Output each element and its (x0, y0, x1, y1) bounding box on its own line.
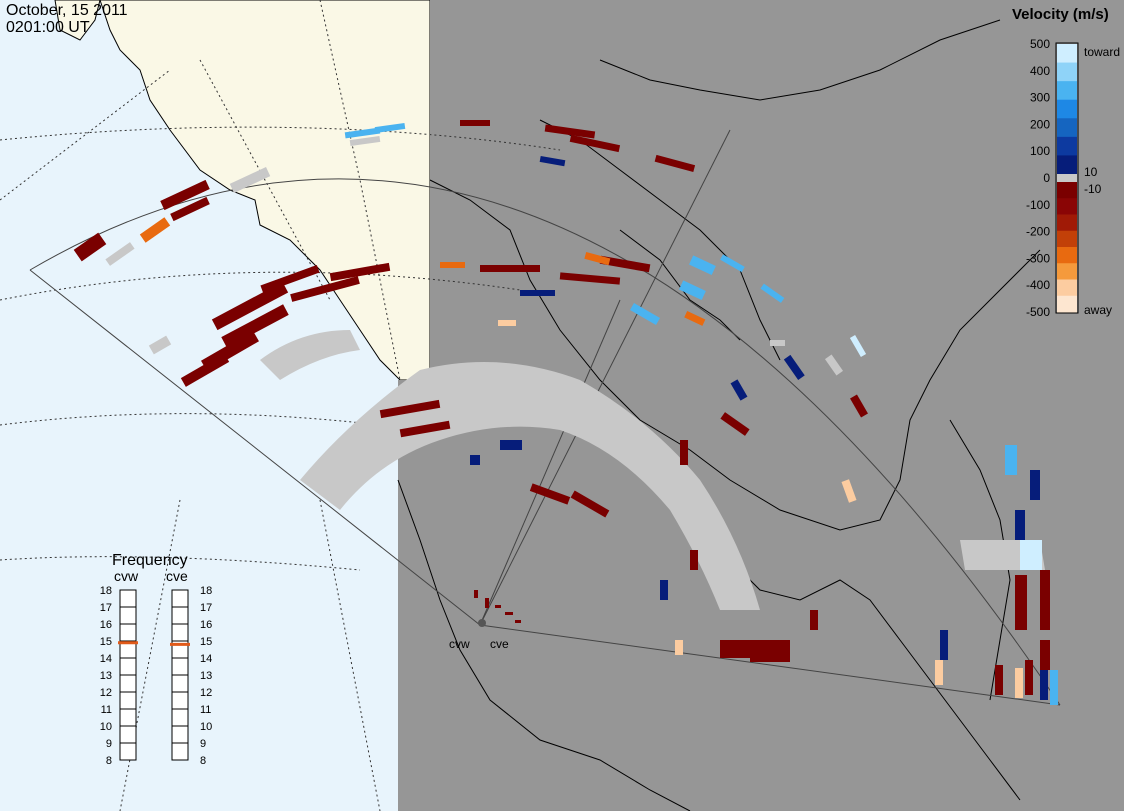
velocity-tick-label: 500 (1030, 37, 1050, 51)
velocity-legend-title: Velocity (m/s) (1012, 6, 1109, 23)
frequency-tick-left: 9 (106, 738, 112, 750)
toward-label: toward (1084, 45, 1120, 59)
velocity-tick-label: -200 (1026, 225, 1050, 239)
night-region-lower (398, 380, 430, 811)
frequency-tick-left: 10 (100, 721, 112, 733)
colorbar-swatch-away (1057, 247, 1077, 264)
frequency-tick-left: 16 (100, 619, 112, 631)
frequency-tick-left: 14 (100, 653, 112, 665)
frequency-tick-left: 13 (100, 670, 112, 682)
time-label: 0201:00 UT (6, 19, 90, 36)
velocity-tick-label: 100 (1030, 144, 1050, 158)
frequency-tick-right: 16 (200, 619, 212, 631)
velocity-mid-label-pos: 10 (1084, 165, 1098, 179)
away-label: away (1084, 303, 1112, 317)
frequency-tick-left: 15 (100, 636, 112, 648)
velocity-mid-label-neg: -10 (1084, 182, 1102, 196)
colorbar-swatch-away (1057, 279, 1077, 297)
colorbar-swatch-away (1057, 182, 1077, 199)
velocity-tick-label: -400 (1026, 278, 1050, 292)
radar-label-east: cve (490, 637, 509, 651)
frequency-label-cvw: cvw (114, 568, 139, 584)
velocity-colorbar (1057, 44, 1077, 313)
velocity-cells (73, 120, 1058, 705)
colorbar-swatch-toward (1057, 118, 1077, 138)
radar-label-west: cvw (449, 637, 470, 651)
colorbar-swatch-toward (1057, 136, 1077, 156)
colorbar-swatch-toward (1057, 155, 1077, 175)
velocity-tick-label: 200 (1030, 117, 1050, 131)
frequency-tick-right: 17 (200, 602, 212, 614)
velocity-tick-label: 300 (1030, 91, 1050, 105)
velocity-colorbar-frame (1055, 42, 1079, 314)
frequency-tick-right: 11 (200, 704, 211, 716)
colorbar-swatch-away (1057, 295, 1077, 313)
frequency-tick-right: 18 (200, 585, 212, 597)
date-label: October, 15 2011 (6, 2, 128, 19)
colorbar-swatch-toward (1057, 99, 1077, 119)
frequency-tick-right: 12 (200, 687, 212, 699)
colorbar-swatch-away (1057, 230, 1077, 248)
frequency-tick-right: 15 (200, 636, 212, 648)
velocity-tick-label: -300 (1026, 251, 1050, 265)
frequency-tick-right: 8 (200, 755, 206, 767)
colorbar-swatch-away (1057, 198, 1077, 215)
frequency-tick-right: 14 (200, 653, 212, 665)
velocity-tick-label: 400 (1030, 64, 1050, 78)
radar-sites: cvw cve (449, 590, 521, 651)
frequency-tick-right: 9 (200, 738, 206, 750)
velocity-tick-labels: 500 400 300 200 100 0 -100 -200 -300 -400 -500 (1026, 37, 1050, 319)
frequency-tick-left: 18 (100, 585, 112, 597)
colorbar-swatch-toward (1057, 62, 1077, 82)
colorbar-swatch-toward (1057, 81, 1077, 101)
velocity-legend: 500 400 300 200 100 0 -100 -200 -300 -400 -500 tow… (1026, 37, 1120, 319)
frequency-tick-left: 11 (101, 704, 112, 716)
frequency-tick-right: 13 (200, 670, 212, 682)
colorbar-swatch-away (1057, 214, 1077, 232)
frequency-tick-left: 8 (106, 755, 112, 767)
frequency-title: Frequency (112, 552, 188, 569)
radar-site-marker (478, 619, 486, 627)
frequency-panel: Frequency cvw cve 18 18 17 17 16 16 15 15 14 14 13… (100, 552, 213, 767)
frequency-tick-left: 17 (100, 602, 112, 614)
colorbar-swatch-away (1057, 263, 1077, 280)
colorbar-swatch-toward (1057, 44, 1077, 64)
velocity-tick-label: -100 (1026, 198, 1050, 212)
frequency-label-cve: cve (166, 568, 188, 584)
colorbar-swatch-zero (1057, 174, 1077, 182)
frequency-tick-right: 10 (200, 721, 212, 733)
frequency-tick-left: 12 (100, 687, 112, 699)
velocity-tick-label: -500 (1026, 305, 1050, 319)
velocity-tick-label: 0 (1043, 171, 1050, 185)
